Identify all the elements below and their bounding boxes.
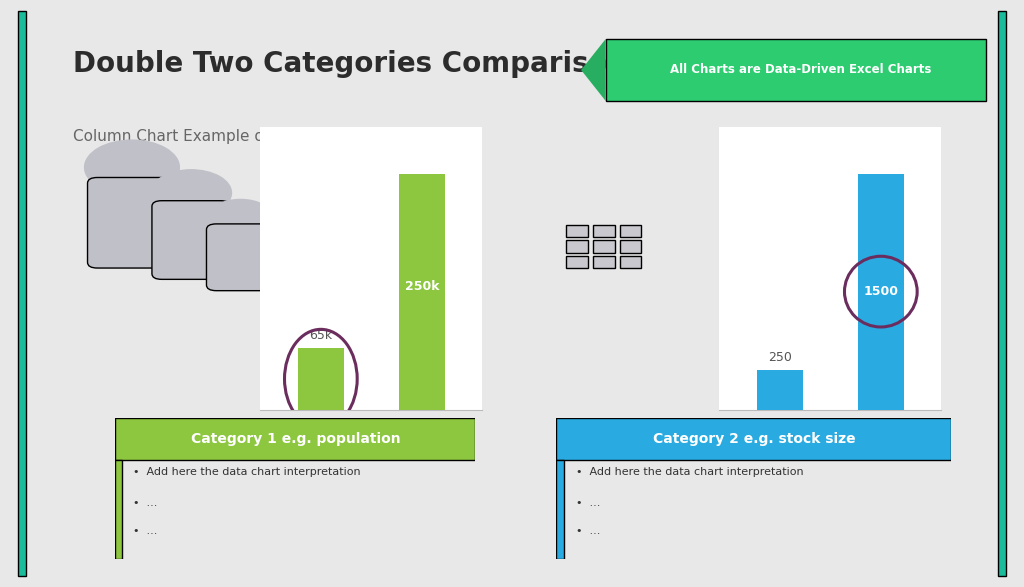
Text: Double Two Categories Comparison: Double Two Categories Comparison [73, 50, 628, 78]
FancyBboxPatch shape [566, 240, 588, 253]
Text: 250k: 250k [404, 281, 439, 294]
FancyBboxPatch shape [593, 225, 614, 238]
Text: •  Add here the data chart interpretation: • Add here the data chart interpretation [133, 467, 360, 477]
FancyBboxPatch shape [556, 418, 951, 460]
FancyBboxPatch shape [152, 201, 230, 279]
Text: 1500: 1500 [863, 285, 898, 298]
FancyBboxPatch shape [620, 240, 641, 253]
Text: 65k: 65k [309, 329, 333, 342]
Text: Data 1: Data 1 [353, 432, 390, 442]
FancyBboxPatch shape [87, 177, 176, 268]
Text: Category 2 e.g. stock size: Category 2 e.g. stock size [652, 432, 855, 446]
FancyBboxPatch shape [18, 11, 27, 576]
FancyBboxPatch shape [620, 225, 641, 238]
Text: •  ...: • ... [133, 526, 158, 536]
Circle shape [208, 200, 273, 238]
FancyBboxPatch shape [566, 255, 588, 268]
Text: •  ...: • ... [577, 498, 600, 508]
Text: Category 1 e.g. population: Category 1 e.g. population [190, 432, 400, 446]
Text: 250: 250 [768, 351, 792, 364]
Text: •  ...: • ... [577, 526, 600, 536]
FancyBboxPatch shape [593, 240, 614, 253]
FancyBboxPatch shape [566, 225, 588, 238]
Bar [298, 348, 344, 410]
Bar [399, 174, 444, 410]
Text: Column Chart Example of Population & Stock: Column Chart Example of Population & Sto… [73, 129, 419, 144]
FancyBboxPatch shape [115, 418, 475, 460]
Circle shape [85, 140, 179, 194]
FancyBboxPatch shape [606, 39, 986, 101]
FancyBboxPatch shape [593, 255, 614, 268]
FancyBboxPatch shape [556, 460, 563, 559]
Bar [757, 370, 803, 410]
Text: Data 2: Data 2 [812, 432, 849, 442]
Circle shape [151, 170, 231, 216]
Text: •  Add here the data chart interpretation: • Add here the data chart interpretation [577, 467, 804, 477]
Polygon shape [581, 39, 606, 101]
Bar [858, 174, 903, 410]
FancyBboxPatch shape [620, 255, 641, 268]
Text: •  ...: • ... [133, 498, 158, 508]
FancyBboxPatch shape [115, 460, 122, 559]
Text: All Charts are Data-Driven Excel Charts: All Charts are Data-Driven Excel Charts [670, 63, 932, 76]
FancyBboxPatch shape [997, 11, 1006, 576]
FancyBboxPatch shape [207, 224, 274, 291]
